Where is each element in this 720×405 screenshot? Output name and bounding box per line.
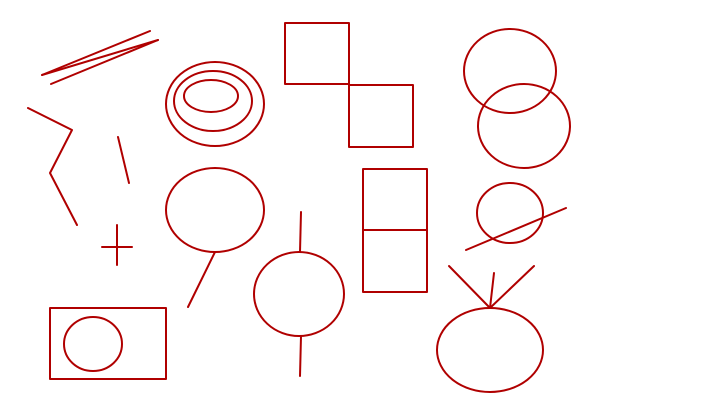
plus-sign-shape [101, 224, 133, 266]
circle-crossed-line-shape [465, 182, 567, 251]
circle-on-stick-shape [253, 211, 345, 377]
ellipse-with-v-shape [436, 265, 544, 393]
stacked-squares-shape [362, 168, 428, 293]
concentric-ellipses-shape [165, 61, 265, 147]
double-line-sketch [41, 30, 159, 85]
rectangle-with-circle-shape [49, 307, 167, 380]
ellipse-with-tail-shape [165, 167, 265, 308]
zigzag-line-sketch [27, 107, 78, 226]
offset-squares-shape [284, 22, 414, 148]
overlapping-ellipses-shape [463, 28, 571, 169]
short-slash-line [117, 136, 130, 184]
